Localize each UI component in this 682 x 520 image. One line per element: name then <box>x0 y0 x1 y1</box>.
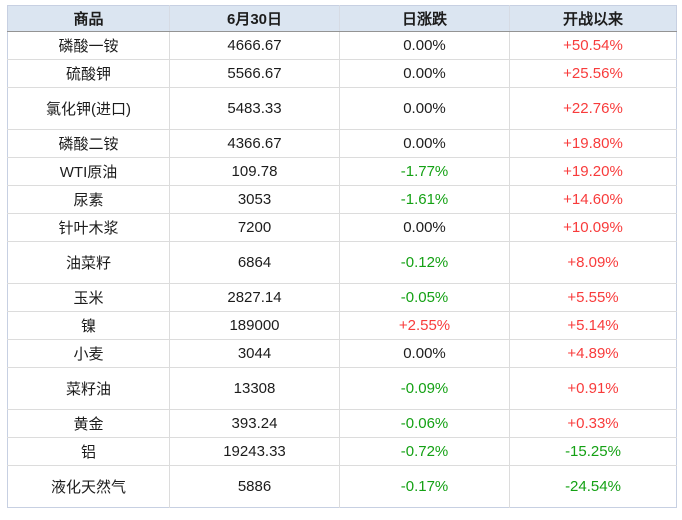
price-cell: 6864 <box>169 241 340 284</box>
price-cell: 109.78 <box>169 157 340 186</box>
table-row: 磷酸二铵 4366.67 0.00% +19.80% <box>7 129 677 158</box>
daily-change-cell: -0.12% <box>339 241 510 284</box>
daily-change-cell: 0.00% <box>339 129 510 158</box>
header-commodity: 商品 <box>7 5 170 32</box>
table-row: 镍 189000 +2.55% +5.14% <box>7 311 677 340</box>
price-cell: 13308 <box>169 367 340 410</box>
price-cell: 5886 <box>169 465 340 508</box>
commodity-price-table: 商品 6月30日 日涨跌 开战以来 磷酸一铵 4666.67 0.00% +50… <box>7 5 677 508</box>
table-row: 黄金 393.24 -0.06% +0.33% <box>7 409 677 438</box>
daily-change-cell: 0.00% <box>339 339 510 368</box>
daily-change-cell: +2.55% <box>339 311 510 340</box>
commodity-name-cell: 氯化钾(进口) <box>7 87 170 130</box>
daily-change-cell: -1.77% <box>339 157 510 186</box>
price-cell: 393.24 <box>169 409 340 438</box>
price-cell: 3053 <box>169 185 340 214</box>
price-cell: 2827.14 <box>169 283 340 312</box>
daily-change-cell: -0.09% <box>339 367 510 410</box>
commodity-price-table-container: 商品 6月30日 日涨跌 开战以来 磷酸一铵 4666.67 0.00% +50… <box>7 5 677 508</box>
price-cell: 4666.67 <box>169 31 340 60</box>
since-war-change-cell: +5.55% <box>509 283 677 312</box>
since-war-change-cell: +19.20% <box>509 157 677 186</box>
since-war-change-cell: +5.14% <box>509 311 677 340</box>
commodity-name-cell: 磷酸一铵 <box>7 31 170 60</box>
commodity-name-cell: 玉米 <box>7 283 170 312</box>
price-cell: 3044 <box>169 339 340 368</box>
since-war-change-cell: +25.56% <box>509 59 677 88</box>
price-cell: 5483.33 <box>169 87 340 130</box>
table-row: 硫酸钾 5566.67 0.00% +25.56% <box>7 59 677 88</box>
since-war-change-cell: +4.89% <box>509 339 677 368</box>
table-row: 针叶木浆 7200 0.00% +10.09% <box>7 213 677 242</box>
daily-change-cell: -0.72% <box>339 437 510 466</box>
table-row: 铝 19243.33 -0.72% -15.25% <box>7 437 677 466</box>
daily-change-cell: 0.00% <box>339 31 510 60</box>
since-war-change-cell: +50.54% <box>509 31 677 60</box>
header-date-price: 6月30日 <box>169 5 340 32</box>
daily-change-cell: 0.00% <box>339 213 510 242</box>
commodity-name-cell: 针叶木浆 <box>7 213 170 242</box>
daily-change-cell: -0.05% <box>339 283 510 312</box>
commodity-name-cell: 铝 <box>7 437 170 466</box>
table-row: 油菜籽 6864 -0.12% +8.09% <box>7 241 677 284</box>
header-since-war: 开战以来 <box>509 5 677 32</box>
header-daily-change: 日涨跌 <box>339 5 510 32</box>
table-row: 液化天然气 5886 -0.17% -24.54% <box>7 465 677 508</box>
commodity-name-cell: 尿素 <box>7 185 170 214</box>
since-war-change-cell: -15.25% <box>509 437 677 466</box>
since-war-change-cell: +8.09% <box>509 241 677 284</box>
since-war-change-cell: +0.91% <box>509 367 677 410</box>
daily-change-cell: -0.06% <box>339 409 510 438</box>
daily-change-cell: -1.61% <box>339 185 510 214</box>
since-war-change-cell: +19.80% <box>509 129 677 158</box>
price-cell: 5566.67 <box>169 59 340 88</box>
price-cell: 7200 <box>169 213 340 242</box>
since-war-change-cell: +14.60% <box>509 185 677 214</box>
commodity-name-cell: 液化天然气 <box>7 465 170 508</box>
table-row: 氯化钾(进口) 5483.33 0.00% +22.76% <box>7 87 677 130</box>
commodity-name-cell: 镍 <box>7 311 170 340</box>
price-cell: 4366.67 <box>169 129 340 158</box>
commodity-name-cell: 黄金 <box>7 409 170 438</box>
since-war-change-cell: +0.33% <box>509 409 677 438</box>
commodity-name-cell: 油菜籽 <box>7 241 170 284</box>
commodity-name-cell: 小麦 <box>7 339 170 368</box>
since-war-change-cell: -24.54% <box>509 465 677 508</box>
table-row: 菜籽油 13308 -0.09% +0.91% <box>7 367 677 410</box>
table-row: WTI原油 109.78 -1.77% +19.20% <box>7 157 677 186</box>
commodity-name-cell: 硫酸钾 <box>7 59 170 88</box>
price-cell: 189000 <box>169 311 340 340</box>
daily-change-cell: 0.00% <box>339 87 510 130</box>
since-war-change-cell: +10.09% <box>509 213 677 242</box>
daily-change-cell: -0.17% <box>339 465 510 508</box>
since-war-change-cell: +22.76% <box>509 87 677 130</box>
table-row: 尿素 3053 -1.61% +14.60% <box>7 185 677 214</box>
table-row: 磷酸一铵 4666.67 0.00% +50.54% <box>7 31 677 60</box>
table-row: 玉米 2827.14 -0.05% +5.55% <box>7 283 677 312</box>
table-header-row: 商品 6月30日 日涨跌 开战以来 <box>7 5 677 32</box>
commodity-name-cell: 磷酸二铵 <box>7 129 170 158</box>
commodity-name-cell: 菜籽油 <box>7 367 170 410</box>
commodity-name-cell: WTI原油 <box>7 157 170 186</box>
table-row: 小麦 3044 0.00% +4.89% <box>7 339 677 368</box>
daily-change-cell: 0.00% <box>339 59 510 88</box>
price-cell: 19243.33 <box>169 437 340 466</box>
